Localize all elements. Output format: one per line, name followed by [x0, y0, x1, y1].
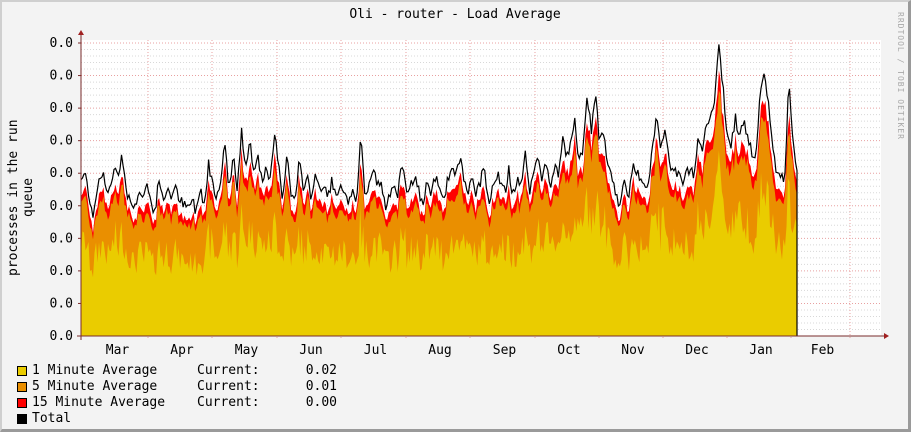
y-tick-label: 0.0	[50, 296, 73, 311]
x-tick-label: Jan	[749, 343, 772, 358]
x-tick-label: Aug	[428, 343, 451, 358]
legend-current-value: 0.00	[305, 395, 337, 410]
legend-current-label: Current:	[197, 379, 260, 394]
y-tick-label: 0.0	[50, 199, 73, 214]
legend-label: 15 Minute Average	[32, 395, 166, 410]
legend: 1 Minute Average Current: 0.02 5 Minute …	[17, 363, 337, 427]
y-tick-label: 0.0	[50, 69, 73, 84]
legend-label: 5 Minute Average	[32, 379, 158, 394]
y-tick-label: 0.0	[50, 101, 73, 116]
x-tick-labels: Mar Apr May Jun Jul Aug Sep Oct Nov Dec Jan Feb	[106, 343, 835, 358]
chart-title: Oli - router - Load Average	[349, 7, 561, 22]
y-axis-arrow-icon	[78, 30, 84, 35]
y-tick-labels: 0.0 0.0 0.0 0.0 0.0 0.0 0.0 0.0 0.0 0.0	[50, 36, 73, 344]
legend-item-total: Total	[17, 411, 337, 427]
x-tick-label: Nov	[621, 343, 645, 358]
data-areas	[80, 44, 798, 336]
legend-item-5min: 5 Minute Average Current: 0.01	[17, 379, 337, 395]
legend-item-1min: 1 Minute Average Current: 0.02	[17, 363, 337, 379]
x-tick-label: Jun	[299, 343, 322, 358]
area-1min	[81, 150, 797, 336]
y-tick-label: 0.0	[50, 231, 73, 246]
legend-label: 1 Minute Average	[32, 363, 158, 378]
x-tick-label: Jul	[364, 343, 387, 358]
x-tick-label: Dec	[685, 343, 708, 358]
y-tick-label: 0.0	[50, 166, 73, 181]
x-tick-label: Feb	[811, 343, 835, 358]
line-total	[80, 44, 798, 336]
x-tick-label: Oct	[557, 343, 580, 358]
x-tick-label: May	[235, 343, 259, 358]
x-axis-arrow-icon	[884, 333, 889, 339]
y-tick-label: 0.0	[50, 134, 73, 149]
legend-item-15min: 15 Minute Average Current: 0.00	[17, 395, 337, 411]
legend-current-value: 0.01	[305, 379, 337, 394]
legend-label: Total	[32, 411, 72, 426]
y-tick-label: 0.0	[50, 36, 73, 51]
legend-current-label: Current:	[197, 395, 260, 410]
swatch-5min-icon	[17, 382, 27, 392]
y-tick-label: 0.0	[50, 329, 73, 344]
rrdtool-watermark: RRDTOOL / TOBI OETIKER	[896, 12, 905, 140]
legend-current-label: Current:	[197, 363, 260, 378]
swatch-total-icon	[17, 414, 27, 424]
x-tick-label: Apr	[170, 343, 194, 358]
swatch-15min-icon	[17, 398, 27, 408]
x-tick-label: Sep	[493, 343, 517, 358]
y-tick-label: 0.0	[50, 264, 73, 279]
x-tick-label: Mar	[106, 343, 130, 358]
legend-current-value: 0.02	[305, 363, 337, 378]
swatch-1min-icon	[17, 366, 27, 376]
